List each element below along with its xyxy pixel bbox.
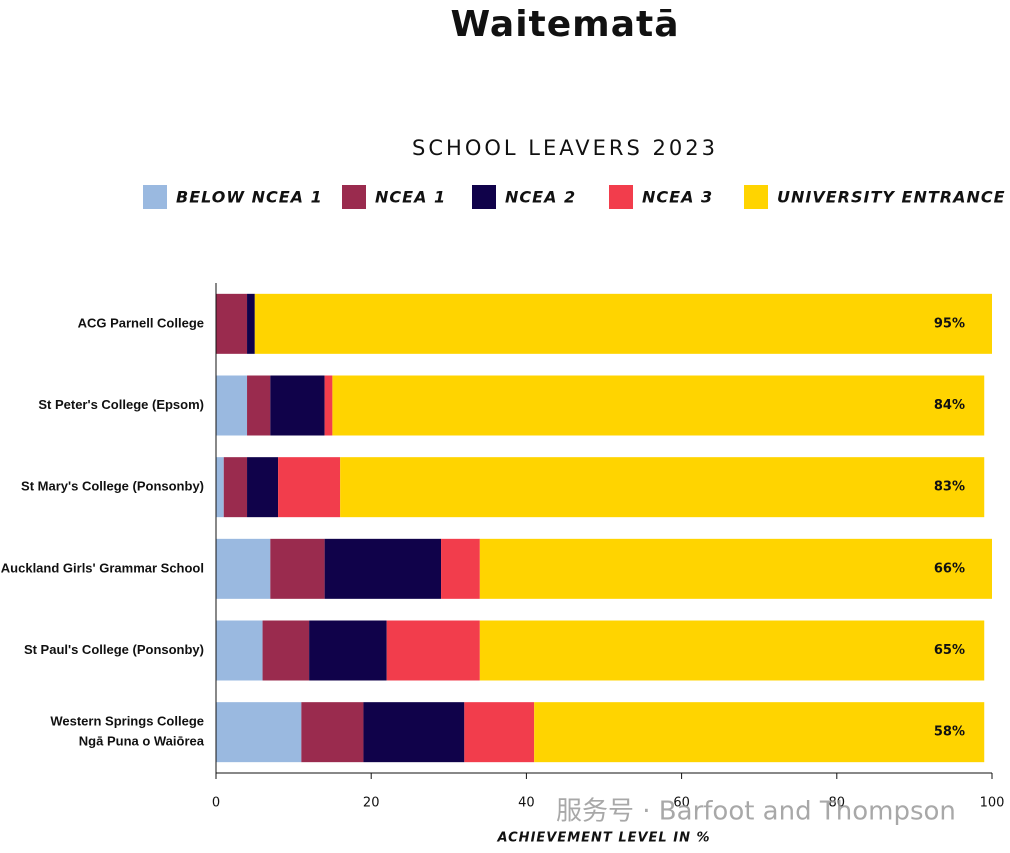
legend-label: NCEA 3 [642, 188, 713, 207]
bar-segment [223, 457, 248, 518]
x-axis-label: ACHIEVEMENT LEVEL IN % [496, 831, 710, 846]
bar-segment [270, 375, 325, 436]
bar-segment [270, 538, 325, 599]
legend-swatch [609, 185, 633, 209]
bar-segment [324, 538, 442, 599]
bar-segment [216, 620, 263, 681]
x-tick-label: 60 [673, 796, 690, 811]
y-tick-label: Auckland Girls' Grammar School [1, 560, 204, 575]
legend-label: NCEA 2 [505, 188, 576, 207]
bar-segment [309, 620, 387, 681]
y-tick-label: Western Springs College [50, 714, 204, 729]
value-label: 84% [934, 398, 965, 413]
x-tick-label: 20 [363, 796, 380, 811]
chart-title: Waitematā [451, 4, 680, 45]
bar-segment [247, 457, 279, 518]
bar-segment [332, 375, 985, 436]
legend-label: BELOW NCEA 1 [176, 188, 323, 207]
value-label: 95% [934, 316, 965, 331]
value-label: 58% [934, 725, 965, 740]
value-label: 65% [934, 643, 965, 658]
bar-segment [324, 375, 333, 436]
bar-segment [254, 293, 993, 354]
bar-segment [363, 702, 465, 763]
bar-segment [278, 457, 341, 518]
bar-segment [534, 702, 985, 763]
bar-segment [464, 702, 535, 763]
y-tick-label: ACG Parnell College [78, 315, 204, 330]
legend-label: NCEA 1 [375, 188, 446, 207]
x-tick-label: 0 [212, 796, 220, 811]
legend-swatch [744, 185, 768, 209]
watermark: 服务号 · Barfoot and Thompson [556, 797, 956, 827]
y-tick-label: Ngā Puna o Waiōrea [79, 734, 205, 749]
bar-segment [479, 538, 993, 599]
legend-swatch [143, 185, 167, 209]
bar-segment [216, 457, 224, 518]
bar-segment [262, 620, 310, 681]
bar-segment [247, 375, 271, 436]
y-tick-label: St Paul's College (Ponsonby) [24, 642, 204, 657]
legend-swatch [472, 185, 496, 209]
bar-segment [216, 538, 271, 599]
chart-subtitle: SCHOOL LEAVERS 2023 [412, 136, 718, 160]
bar-segment [247, 293, 255, 354]
bar-segment [216, 293, 248, 354]
x-tick-label: 40 [518, 796, 535, 811]
bar-segment [301, 702, 364, 763]
bar-segment [441, 538, 480, 599]
bar-segment [216, 702, 302, 763]
y-tick-label: St Mary's College (Ponsonby) [21, 479, 204, 494]
bar-segment [479, 620, 985, 681]
bar-segment [340, 457, 985, 518]
value-label: 66% [934, 561, 965, 576]
bar-segment [386, 620, 480, 681]
legend-label: UNIVERSITY ENTRANCE [777, 188, 1006, 207]
legend-swatch [342, 185, 366, 209]
x-tick-label: 100 [980, 796, 1005, 811]
y-tick-label: St Peter's College (Epsom) [38, 397, 204, 412]
bar-segment [216, 375, 248, 436]
x-tick-label: 80 [829, 796, 846, 811]
value-label: 83% [934, 480, 965, 495]
